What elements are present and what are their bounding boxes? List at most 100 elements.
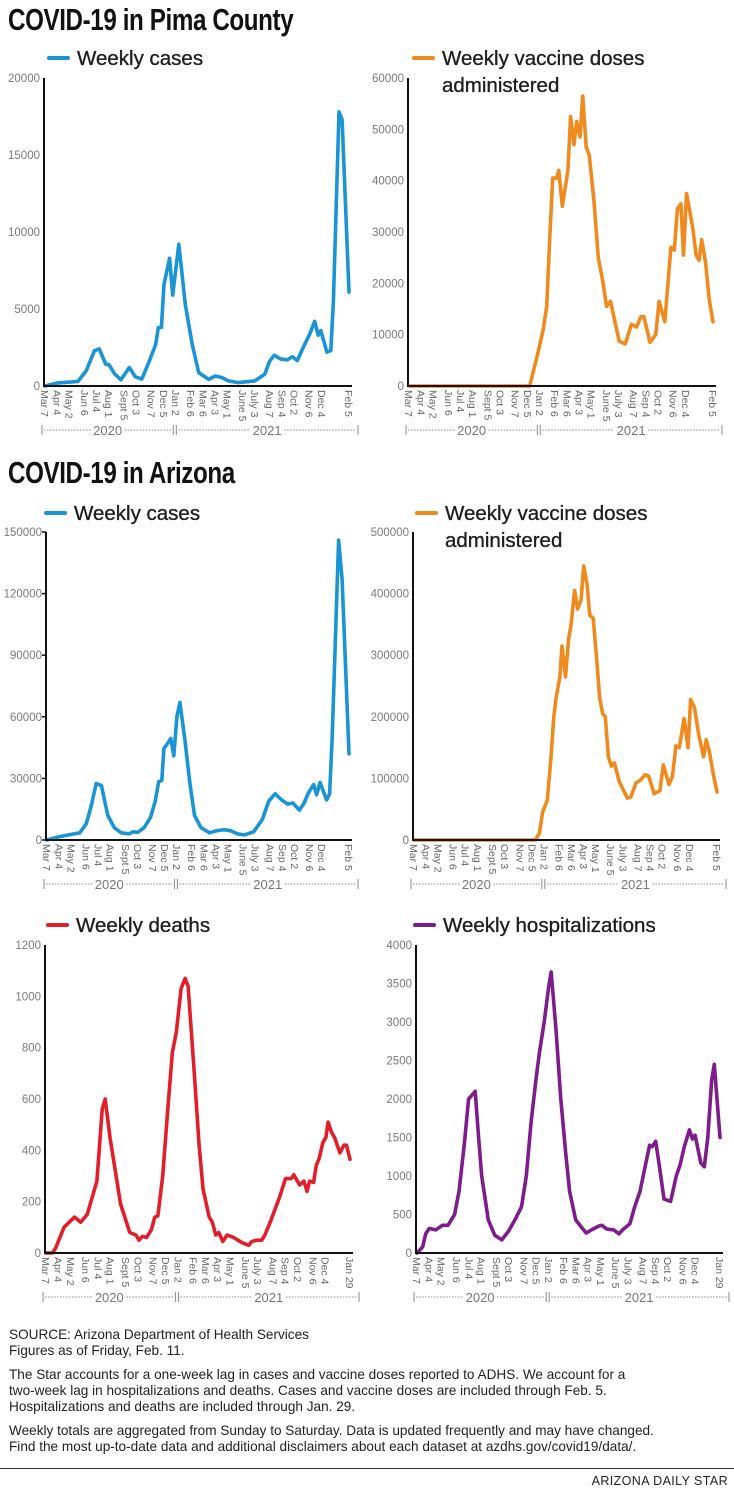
x-tick-label: Apr 4 (50, 390, 62, 415)
x-tick-label: Aug 7 (627, 390, 639, 418)
x-tick-label: Dec 5 (521, 390, 533, 418)
x-tick-label: July 3 (612, 390, 624, 418)
year-label: 2020 (93, 423, 122, 438)
x-tick-label: Aug 1 (466, 390, 478, 418)
x-tick-label: Feb 5 (342, 390, 354, 417)
y-tick-label: 1000 (15, 991, 41, 1003)
y-tick-label: 15000 (8, 150, 40, 162)
x-tick-label: Jun 6 (79, 844, 91, 870)
x-tick-label: June 5 (239, 1257, 251, 1289)
x-tick-label: Apr 3 (572, 390, 584, 415)
x-tick-label: Oct 2 (656, 844, 668, 869)
x-tick-label: May 2 (64, 1257, 76, 1286)
x-tick-label: July 3 (621, 1257, 633, 1285)
x-tick-label: Oct 2 (288, 844, 300, 869)
x-tick-label: Dec 5 (157, 390, 169, 418)
legend-arizona-hospitalizations: Weekly hospitalizations (413, 912, 656, 939)
x-tick-label: Aug 7 (631, 844, 643, 872)
legend-label: Weekly deaths (76, 914, 211, 937)
x-tick-label: Aug 1 (104, 1257, 116, 1285)
x-tick-label: Jan 2 (538, 844, 550, 870)
x-tick-label: Sep 4 (644, 844, 656, 872)
legend-label-line2: administered (442, 74, 560, 97)
x-tick-label: Apr 3 (208, 390, 220, 415)
y-tick-label: 150000 (4, 527, 42, 539)
x-tick-label: Jan 2 (533, 390, 545, 416)
x-tick-label: Mar 6 (565, 844, 577, 871)
x-tick-label: Sep 4 (639, 390, 651, 418)
y-tick-label: 120000 (4, 589, 42, 601)
note-line: Hospitalizations and deaths are included… (9, 1399, 356, 1415)
x-tick-label: Mar 7 (410, 1257, 422, 1284)
y-tick-label: 300000 (371, 650, 409, 662)
legend-swatch (47, 56, 70, 60)
x-tick-label: May 1 (221, 844, 233, 873)
legend-swatch (412, 56, 435, 60)
legend-label: Weekly vaccine doses (442, 47, 645, 70)
legend-pima-cases: Weekly cases (47, 45, 203, 72)
y-tick-label: 500 (393, 1210, 412, 1222)
x-tick-label: Dec 4 (315, 844, 327, 872)
year-label: 2020 (462, 877, 491, 892)
legend-arizona-deaths: Weekly deaths (46, 912, 210, 939)
year-label: 2020 (95, 1290, 124, 1305)
x-tick-label: Dec 5 (530, 1257, 542, 1285)
y-tick-label: 60000 (10, 712, 42, 724)
x-tick-label: Dec 4 (319, 1257, 331, 1285)
note-line: two-week lag in hospitalizations and dea… (9, 1383, 607, 1399)
y-tick-label: 40000 (372, 176, 404, 188)
x-tick-label: Nov 6 (667, 390, 679, 418)
legend-pima-vaccine: Weekly vaccine doses administered (412, 45, 645, 99)
y-tick-label: 0 (403, 835, 409, 847)
x-tick-label: Apr 4 (52, 844, 64, 869)
x-tick-label: May 1 (221, 390, 233, 419)
y-tick-label: 1200 (15, 940, 41, 952)
year-label: 2021 (253, 877, 282, 892)
section-title-arizona: COVID-19 in Arizona (8, 455, 235, 490)
y-tick-label: 4000 (386, 940, 412, 952)
y-tick-label: 3500 (386, 979, 412, 991)
x-tick-label: Sept 5 (119, 1257, 131, 1288)
x-tick-label: May 2 (435, 1257, 447, 1286)
x-tick-label: Apr 3 (211, 1257, 223, 1282)
x-tick-label: Nov 7 (146, 844, 158, 872)
x-tick-label: Apr 4 (52, 1257, 64, 1282)
x-tick-label: Feb 6 (553, 844, 565, 871)
y-tick-label: 800 (22, 1043, 41, 1055)
x-tick-label: Apr 3 (577, 844, 589, 869)
footer-source: SOURCE: Arizona Department of Health Ser… (9, 1327, 309, 1359)
year-label: 2020 (457, 423, 486, 438)
x-tick-label: July 3 (616, 844, 628, 872)
legend-label-group: Weekly vaccine doses administered (445, 500, 648, 554)
legend-label: Weekly vaccine doses (445, 502, 648, 525)
x-tick-label: Mar 6 (197, 844, 209, 871)
x-tick-label: Oct 3 (129, 390, 141, 415)
series-line (407, 94, 715, 388)
x-tick-label: Dec 5 (159, 1257, 171, 1285)
x-tick-label: Sept 5 (481, 390, 493, 421)
x-tick-label: Oct 3 (131, 844, 143, 869)
x-tick-label: Mar 7 (40, 844, 52, 871)
year-label: 2021 (625, 1290, 654, 1305)
x-tick-label: Oct 3 (131, 1257, 143, 1282)
x-tick-label: Aug 7 (637, 1257, 649, 1285)
year-label: 2021 (254, 1290, 283, 1305)
x-tick-label: Mar 7 (38, 390, 50, 417)
x-tick-label: Oct 2 (288, 390, 300, 415)
x-tick-label: June 5 (604, 844, 616, 876)
x-tick-label: Apr 4 (414, 390, 426, 415)
source-line: SOURCE: Arizona Department of Health Ser… (9, 1327, 309, 1342)
x-tick-label: Aug 7 (264, 844, 276, 872)
x-tick-label: Feb 6 (548, 390, 560, 417)
x-tick-label: Jan 2 (169, 390, 181, 416)
y-tick-label: 2000 (386, 1094, 412, 1106)
x-tick-label: Jun 6 (78, 390, 90, 416)
x-tick-label: Feb 6 (185, 844, 197, 871)
y-tick-label: 0 (34, 381, 40, 393)
y-tick-label: 30000 (10, 773, 42, 785)
